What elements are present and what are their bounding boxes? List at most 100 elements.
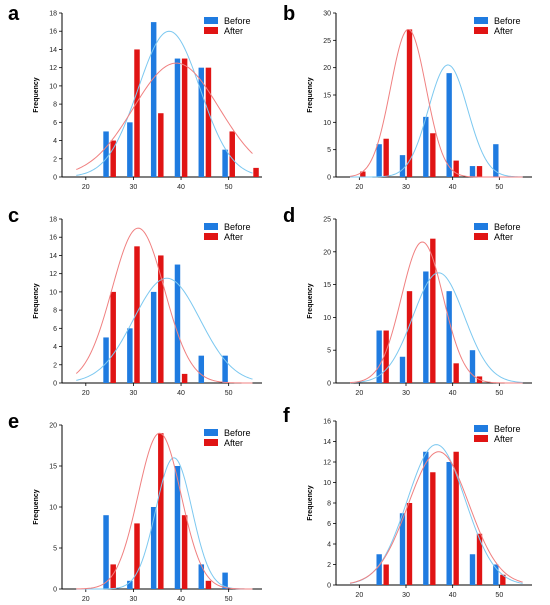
panel-letter: d [283,205,295,227]
x-tick-label: 30 [402,592,410,599]
bar-before-40 [446,462,452,585]
panel-c: c 0 2 4 6 8 10 12 14 16 18 20 30 40 50 Frequency BeforeA… [8,205,262,397]
bar-before-40 [446,73,452,177]
legend-swatch-before [204,17,218,24]
bar-after-30 [134,246,140,383]
legend-label-after: After [494,26,513,36]
bar-after-25 [383,330,389,383]
y-tick-label: 2 [327,562,331,569]
bar-after-35 [430,238,436,383]
x-tick-label: 30 [402,184,410,191]
bar-before-30 [127,122,133,177]
x-tick-label: 50 [225,390,233,397]
y-axis-label: Frequency [307,485,314,521]
bar-before-35 [150,507,157,589]
fit-curve-after [349,451,523,584]
y-tick-label: 20 [323,65,331,72]
bar-after-25 [110,564,116,589]
x-tick-label: 20 [82,390,90,397]
fit-curve-before [349,272,523,384]
y-tick-label: 6 [327,521,331,528]
legend-label-after: After [224,232,243,242]
x-tick-label: 30 [402,390,410,397]
legend-label-before: Before [224,222,251,232]
bar-before-40 [174,264,181,383]
bar-after-45 [476,533,483,585]
bar-before-40 [446,291,452,383]
bar-before-30 [399,356,406,383]
bar-before-45 [198,564,205,589]
x-tick-label: 40 [177,390,185,397]
bar-before-50 [222,572,228,589]
y-tick-label: 14 [323,439,331,446]
bar-before-30 [399,513,406,585]
legend-label-before: Before [224,428,251,438]
y-axis-label: Frequency [307,283,314,319]
bar-after-35 [430,133,436,177]
fit-curve-before [76,30,253,176]
y-tick-label: 0 [53,175,57,182]
x-tick-label: 40 [449,184,457,191]
fit-curve-after [75,227,253,384]
y-tick-label: 0 [53,381,57,388]
x-tick-label: 20 [355,184,363,191]
bar-before-25 [103,131,109,177]
y-tick-label: 25 [323,38,331,45]
bar-after-40 [453,363,459,383]
legend-swatch-before [474,425,488,432]
y-tick-label: 12 [49,271,57,278]
legend-label-before: Before [494,16,521,26]
bar-before-30 [127,580,133,589]
bar-after-25 [383,138,389,177]
y-axis-label: Frequency [33,489,40,525]
x-tick-label: 30 [130,184,138,191]
y-tick-label: 0 [327,583,331,590]
bar-before-50 [222,355,228,383]
y-axis-label: Frequency [307,77,314,113]
bar-before-30 [127,328,133,383]
bar-after-35 [158,433,164,589]
x-tick-label: 40 [449,390,457,397]
y-tick-label: 0 [327,381,331,388]
panel-letter: b [283,3,295,25]
bar-after-35 [430,472,436,585]
y-tick-label: 0 [53,587,57,594]
y-tick-label: 4 [53,344,57,351]
bar-after-45 [205,67,212,177]
fit-curve-after [76,62,253,170]
bar-after-30 [134,49,140,177]
legend-swatch-after [474,435,488,442]
bar-after-30 [134,523,140,589]
x-tick-label: 20 [355,592,363,599]
y-tick-label: 16 [49,29,57,36]
bar-before-25 [376,144,382,177]
panel-letter: e [8,411,19,433]
legend-swatch-after [204,233,218,240]
panel-a: a 0 2 4 6 8 10 12 14 16 18 20 30 40 50 Frequency BeforeA… [8,3,262,191]
bar-before-40 [174,58,181,177]
x-tick-label: 20 [82,184,90,191]
bar-before-45 [198,355,205,383]
y-tick-label: 8 [53,102,57,109]
y-tick-label: 25 [323,217,331,224]
bar-before-40 [174,466,181,589]
panel-b: b 0 5 10 15 20 25 30 20 30 40 50 Frequency BeforeAfte… [283,3,532,191]
y-tick-label: 10 [323,480,331,487]
fit-curve-after [349,28,523,178]
bar-after-30 [406,29,413,178]
x-tick-label: 20 [355,390,363,397]
bar-before-45 [469,350,476,383]
x-tick-label: 50 [225,184,233,191]
bar-before-35 [150,291,157,383]
y-tick-label: 12 [49,65,57,72]
bar-after-50 [500,574,506,585]
y-tick-label: 18 [49,217,57,224]
x-tick-label: 40 [177,596,185,603]
y-tick-label: 10 [49,83,57,90]
x-tick-label: 40 [449,592,457,599]
x-tick-label: 40 [177,184,185,191]
x-tick-label: 50 [225,596,233,603]
bar-after-20 [360,171,366,177]
